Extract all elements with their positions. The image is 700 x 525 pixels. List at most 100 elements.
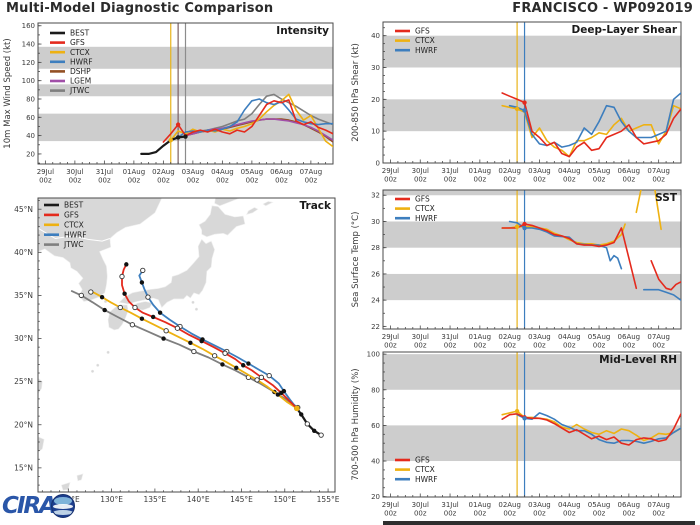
svg-text:01Aug: 01Aug xyxy=(469,333,492,341)
map-tick-labels: 125°E130°E135°E140°E145°E150°E155°E15°N2… xyxy=(14,205,340,504)
svg-text:140: 140 xyxy=(22,41,35,49)
rh-init-dot-HWRF xyxy=(522,416,527,421)
track-GFS-marker xyxy=(122,291,127,296)
mid-level-rh-chart: 29Jul00z30Jul00z31Jul00z01Aug00z02Aug00z… xyxy=(351,351,682,518)
track-CTCX-marker xyxy=(234,365,239,371)
shear-init-dot-CTCX xyxy=(514,106,520,112)
track-HWRF-marker xyxy=(145,294,151,300)
svg-text:15°N: 15°N xyxy=(14,463,33,472)
cropped-next-panel-edge xyxy=(383,521,695,525)
track-JTWC-marker xyxy=(102,307,107,313)
svg-text:CTCX: CTCX xyxy=(415,204,435,213)
track-GFS-marker xyxy=(279,390,284,396)
svg-text:DSHP: DSHP xyxy=(70,67,91,76)
svg-text:00z: 00z xyxy=(652,342,665,350)
svg-text:30°N: 30°N xyxy=(14,334,33,343)
svg-text:04Aug: 04Aug xyxy=(558,333,581,341)
svg-text:00z: 00z xyxy=(623,176,636,184)
svg-text:00z: 00z xyxy=(593,510,606,518)
svg-text:01Aug: 01Aug xyxy=(469,501,492,509)
sst-ticks xyxy=(382,194,682,329)
svg-text:01Aug: 01Aug xyxy=(469,167,492,175)
svg-text:00z: 00z xyxy=(652,510,665,518)
svg-text:30Jul: 30Jul xyxy=(412,501,429,509)
svg-text:03Aug: 03Aug xyxy=(528,167,551,175)
map-land xyxy=(38,198,274,491)
svg-text:Mid-Level RH: Mid-Level RH xyxy=(599,354,677,366)
track-HWRF-marker xyxy=(140,267,146,274)
intensity-chart: 29Jul00z30Jul00z31Jul00z01Aug00z02Aug00z… xyxy=(3,22,334,185)
svg-text:GFS: GFS xyxy=(415,27,430,36)
svg-text:00z: 00z xyxy=(216,177,229,185)
track-JTWC-marker xyxy=(78,292,84,299)
track-GFS-marker xyxy=(258,374,265,380)
sst-threshold-bands xyxy=(383,190,681,301)
svg-text:CTCX: CTCX xyxy=(70,48,90,57)
svg-text:00z: 00z xyxy=(187,177,200,185)
svg-text:JTWC: JTWC xyxy=(69,86,89,95)
svg-text:32: 32 xyxy=(371,192,380,200)
svg-text:31Jul: 31Jul xyxy=(441,333,458,341)
svg-text:00z: 00z xyxy=(623,510,636,518)
svg-text:07Aug: 07Aug xyxy=(647,501,670,509)
track-GFS-marker xyxy=(174,325,181,331)
svg-text:00z: 00z xyxy=(414,176,427,184)
track-HWRF-marker xyxy=(157,310,163,315)
svg-text:00z: 00z xyxy=(275,177,288,185)
track-JTWC-marker xyxy=(191,348,197,355)
svg-text:25°N: 25°N xyxy=(14,377,33,386)
svg-text:20: 20 xyxy=(371,493,380,501)
svg-text:HWRF: HWRF xyxy=(415,214,438,223)
svg-text:05Aug: 05Aug xyxy=(241,168,264,176)
svg-text:30: 30 xyxy=(371,218,380,226)
rh-y-axis-label: 700-500 hPa Humidity (%) xyxy=(351,368,361,480)
svg-text:00z: 00z xyxy=(414,510,427,518)
intensity-init-dot-CTCX xyxy=(168,137,173,143)
intensity-y-axis-label: 10m Max Wind Speed (kt) xyxy=(3,38,13,148)
track-CTCX-marker xyxy=(99,294,105,300)
svg-text:120: 120 xyxy=(22,59,35,67)
shear-init-dot-GFS xyxy=(522,100,527,105)
svg-text:29Jul: 29Jul xyxy=(382,167,399,175)
track-BEST-marker xyxy=(304,421,310,427)
track-BEST-marker xyxy=(299,412,304,417)
svg-text:00z: 00z xyxy=(384,342,397,350)
track-CTCX-marker xyxy=(117,304,123,311)
svg-text:31Jul: 31Jul xyxy=(441,501,458,509)
svg-text:CTCX: CTCX xyxy=(64,220,84,229)
svg-text:05Aug: 05Aug xyxy=(588,501,611,509)
shear-tick-labels: 29Jul00z30Jul00z31Jul00z01Aug00z02Aug00z… xyxy=(371,32,670,183)
svg-text:00z: 00z xyxy=(69,177,82,185)
sst-y-axis-label: Sea Surface Temp (°C) xyxy=(351,212,361,308)
svg-text:30: 30 xyxy=(371,64,380,72)
svg-text:06Aug: 06Aug xyxy=(270,168,293,176)
svg-text:00z: 00z xyxy=(305,177,318,185)
svg-text:20: 20 xyxy=(26,150,35,158)
shear-series-CTCX xyxy=(501,104,681,158)
svg-text:01Aug: 01Aug xyxy=(123,168,146,176)
svg-text:06Aug: 06Aug xyxy=(618,501,641,509)
svg-text:10: 10 xyxy=(371,128,380,136)
svg-text:80: 80 xyxy=(371,386,380,394)
svg-text:02Aug: 02Aug xyxy=(498,501,521,509)
svg-text:CTCX: CTCX xyxy=(415,36,435,45)
svg-text:CTCX: CTCX xyxy=(415,465,435,474)
svg-text:31Jul: 31Jul xyxy=(441,167,458,175)
cira-logo: CIRA xyxy=(2,491,86,523)
svg-text:29Jul: 29Jul xyxy=(37,168,54,176)
track-GFS-marker xyxy=(124,262,129,267)
svg-text:00z: 00z xyxy=(444,342,457,350)
svg-text:130°E: 130°E xyxy=(100,495,123,504)
svg-text:07Aug: 07Aug xyxy=(647,333,670,341)
track-CTCX-marker xyxy=(211,353,218,359)
svg-text:00z: 00z xyxy=(533,510,546,518)
sst-init-dot-HWRF xyxy=(522,225,527,231)
svg-text:00z: 00z xyxy=(157,177,170,185)
svg-text:150°E: 150°E xyxy=(273,495,296,504)
svg-text:SST: SST xyxy=(655,192,678,204)
svg-text:04Aug: 04Aug xyxy=(211,168,234,176)
svg-text:00z: 00z xyxy=(246,177,259,185)
svg-text:02Aug: 02Aug xyxy=(498,167,521,175)
